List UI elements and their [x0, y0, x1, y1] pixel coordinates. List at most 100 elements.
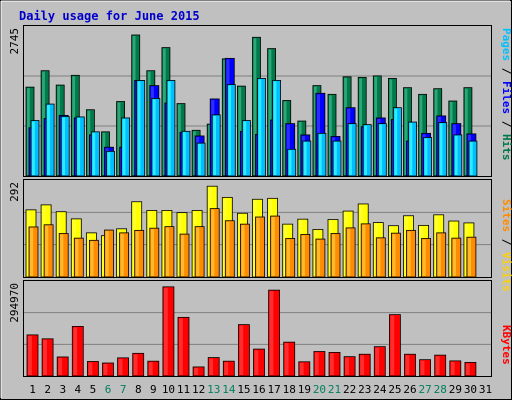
- x-tick-label: 18: [283, 383, 296, 396]
- pages-bar-fill: [196, 142, 206, 177]
- pages-bar: [392, 107, 402, 177]
- hits-bar-highlight: [313, 86, 317, 175]
- pages-bar-highlight: [62, 117, 65, 175]
- pages-bar-fill: [45, 103, 55, 177]
- kbytes-bar-fill: [56, 356, 69, 377]
- pages-bar-fill: [75, 116, 85, 177]
- sites-bar-fill: [164, 226, 175, 278]
- sites-bar-highlight: [90, 241, 94, 276]
- kbytes-bar-highlight: [163, 287, 168, 375]
- sites-bar-highlight: [452, 239, 456, 276]
- pages-bar-highlight: [47, 105, 50, 175]
- sites-bar-fill: [270, 215, 281, 278]
- sites-bar-highlight: [135, 231, 139, 276]
- visits-legend: Sites / Visits: [500, 199, 512, 292]
- pages-bar-fill: [423, 137, 433, 177]
- pages-bar-highlight: [364, 125, 367, 175]
- kbytes-bar-fill: [26, 334, 39, 377]
- kbytes-bar: [419, 359, 432, 377]
- hits-bar-highlight: [283, 101, 287, 175]
- sites-bar-fill: [239, 223, 250, 278]
- pages-bar-fill: [453, 134, 463, 177]
- x-axis-labels: 1 2 3 4 5 6 7 8 9 10 11 12 13 14 15 16 17 18 19 20 21 22 23 24 2…: [29, 383, 492, 396]
- kbytes-bar: [373, 346, 386, 377]
- pages-bar-fill: [377, 123, 387, 177]
- pages-bar: [272, 80, 282, 177]
- sites-bar-highlight: [467, 238, 472, 276]
- kbytes-bar: [177, 316, 190, 377]
- kbytes-bar: [434, 354, 447, 377]
- kbytes-bar-fill: [313, 351, 326, 377]
- kbytes-bar-highlight: [224, 362, 229, 375]
- kbytes-bar: [298, 361, 311, 377]
- sites-bar-fill: [345, 227, 356, 278]
- sites-bar: [149, 227, 160, 278]
- legend-sep-2: /: [500, 114, 512, 134]
- x-tick-label: 26: [403, 383, 416, 396]
- sites-bar-highlight: [75, 239, 79, 276]
- sites-bar: [300, 234, 311, 278]
- hits-bar-highlight: [208, 125, 211, 175]
- sites-bar-fill: [436, 232, 447, 278]
- sites-bar-fill: [406, 229, 416, 278]
- kbytes-bar: [268, 289, 281, 377]
- x-tick-label: 21: [328, 383, 341, 396]
- x-tick-label: 5: [90, 383, 97, 396]
- pages-bar-highlight: [334, 142, 337, 175]
- pages-bar-highlight: [273, 81, 277, 175]
- kbytes-bar-highlight: [450, 361, 455, 375]
- pages-bar-fill: [30, 120, 40, 177]
- sites-bar-fill: [89, 239, 99, 278]
- kbytes-bar-fill: [328, 352, 341, 377]
- sites-bar: [451, 237, 462, 278]
- kbytes-bar-highlight: [148, 362, 153, 375]
- x-tick-label: 8: [135, 383, 142, 396]
- hits-bar-highlight: [223, 59, 227, 176]
- kbytes-bar-highlight: [420, 360, 425, 375]
- sites-bar-fill: [104, 229, 114, 278]
- kbytes-bar-highlight: [465, 363, 470, 375]
- legend-visits: Visits: [500, 252, 512, 292]
- sites-bar-highlight: [150, 229, 154, 276]
- pages-bar-fill: [317, 132, 327, 177]
- kbytes-bar-fill: [464, 361, 477, 377]
- x-tick-label: 29: [449, 383, 462, 396]
- kbytes-bar: [207, 357, 220, 377]
- kbytes-bar-fill: [358, 353, 371, 377]
- pages-bar-fill: [136, 80, 146, 177]
- pages-bar-highlight: [288, 150, 292, 175]
- kbytes-bar: [71, 326, 84, 377]
- sites-bar: [421, 238, 432, 278]
- hits-bar-highlight: [268, 49, 272, 176]
- pages-bar: [226, 84, 236, 177]
- kbytes-bar-highlight: [269, 291, 274, 375]
- pages-bar-fill: [438, 122, 448, 177]
- pages-bar-highlight: [409, 123, 413, 175]
- sites-bar-fill: [134, 229, 145, 278]
- pages-bar: [408, 121, 417, 177]
- pages-bar: [151, 98, 161, 177]
- sites-bar-highlight: [196, 227, 200, 276]
- kbytes-bar-highlight: [254, 350, 259, 375]
- sites-bar: [390, 232, 401, 278]
- legend-sites: Sites: [500, 199, 512, 232]
- pages-bar-fill: [181, 130, 191, 177]
- sites-bar-fill: [28, 226, 39, 278]
- kbytes-bar: [449, 360, 462, 377]
- sites-bar-fill: [224, 220, 235, 278]
- kbytes-bar-fill: [419, 359, 432, 377]
- x-tick-label: 3: [59, 383, 66, 396]
- legend-hits: Hits: [500, 134, 512, 161]
- sites-bar-fill: [255, 216, 265, 278]
- kbytes-bar-highlight: [58, 357, 63, 375]
- legend-pages: Pages: [500, 28, 512, 61]
- sites-bar-fill: [330, 233, 341, 278]
- kbytes-bar-highlight: [360, 355, 365, 375]
- kbytes-bar: [237, 324, 250, 377]
- kbytes-bar: [132, 352, 145, 377]
- pages-bar-fill: [91, 131, 100, 177]
- sites-bar: [164, 226, 175, 278]
- hits-bar-highlight: [87, 110, 91, 175]
- sites-bar-highlight: [105, 231, 109, 276]
- pages-bar-highlight: [439, 123, 443, 175]
